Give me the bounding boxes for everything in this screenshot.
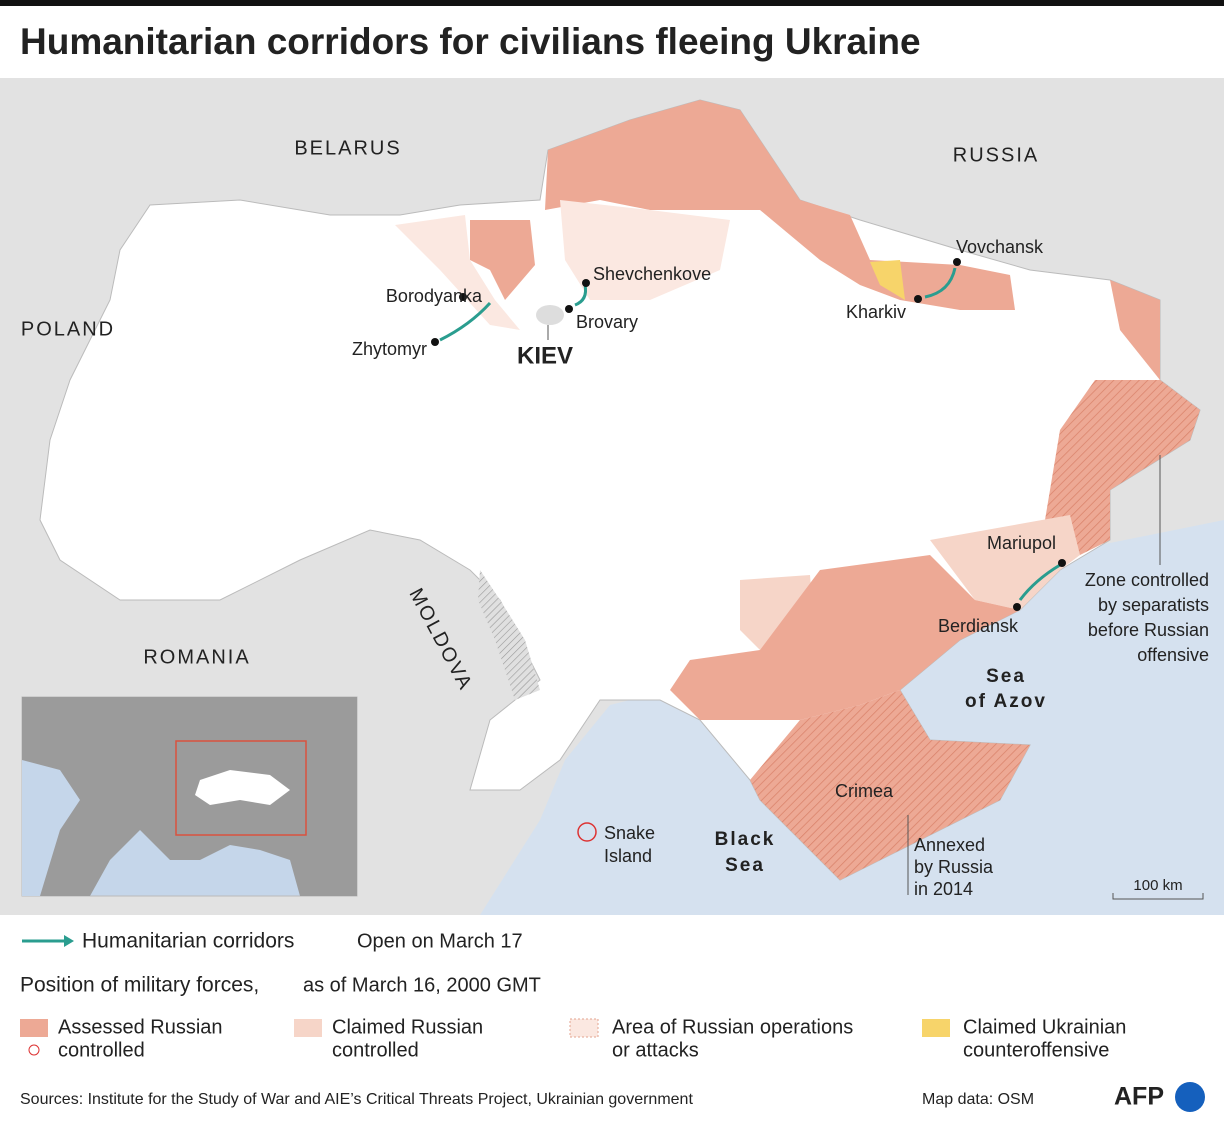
map xyxy=(0,78,1224,915)
sources: Sources: Institute for the Study of War … xyxy=(20,1091,693,1108)
city-label: Zhytomyr xyxy=(352,339,427,359)
transnistria xyxy=(478,570,540,700)
legend-item: controlled xyxy=(332,1039,419,1061)
corridor-arrow xyxy=(574,284,587,307)
city-dot xyxy=(1013,603,1021,611)
city-dot xyxy=(431,338,439,346)
city-label: Brovary xyxy=(576,312,638,332)
annotation: by separatists xyxy=(1098,595,1209,615)
city-label: Borodyanka xyxy=(386,286,483,306)
swatch xyxy=(20,1019,48,1037)
sea-label: of Azov xyxy=(965,691,1047,712)
map-credit: Map data: OSM xyxy=(922,1091,1034,1108)
counteroffensive xyxy=(870,260,905,300)
legend-item: Claimed Ukrainian xyxy=(963,1016,1126,1038)
annotation: Zone controlled xyxy=(1085,570,1209,590)
city-dot xyxy=(582,279,590,287)
city-dot xyxy=(953,258,961,266)
annotation: Annexed xyxy=(914,835,985,855)
swatch-island xyxy=(28,1044,40,1056)
annotation: before Russian xyxy=(1088,620,1209,640)
inset-map xyxy=(21,696,358,897)
city-label: Shevchenkove xyxy=(593,264,711,284)
legend-item: counteroffensive xyxy=(963,1039,1109,1061)
country-label: RUSSIA xyxy=(953,144,1039,166)
legend-item: Assessed Russian xyxy=(58,1016,223,1038)
legend-subheading: as of March 16, 2000 GMT xyxy=(303,974,541,996)
city-label: Vovchansk xyxy=(956,237,1044,257)
kiev-west-controlled xyxy=(470,220,535,300)
annotation: by Russia xyxy=(914,857,994,877)
city-label: Kharkiv xyxy=(846,302,906,322)
inset-frame xyxy=(175,740,307,836)
country-label: POLAND xyxy=(21,318,115,340)
legend-item: Claimed Russian xyxy=(332,1016,483,1038)
swatch xyxy=(569,1018,599,1038)
top-bar xyxy=(0,0,1224,6)
inset-land xyxy=(22,697,357,896)
scale-label: 100 km xyxy=(1133,877,1182,894)
operations-area xyxy=(560,200,730,300)
island-label: Island xyxy=(604,846,652,866)
country-label: ROMANIA xyxy=(143,646,250,668)
separatist-zone xyxy=(1045,380,1200,555)
city-label: Berdiansk xyxy=(938,616,1019,636)
corridor-arrow xyxy=(1018,563,1061,601)
city-dot xyxy=(565,305,573,313)
legend-label: Humanitarian corridors xyxy=(82,930,294,953)
legend-item: or attacks xyxy=(612,1039,699,1061)
corridor-arrow xyxy=(439,301,492,342)
region-label: Crimea xyxy=(835,781,894,801)
legend xyxy=(20,935,1205,1112)
country-label: BELARUS xyxy=(294,137,401,159)
legend-note: Open on March 17 xyxy=(357,930,523,952)
claimed-mariupol xyxy=(930,515,1080,610)
island-label: Snake xyxy=(604,823,655,843)
inset-ukraine xyxy=(195,770,290,805)
south-controlled xyxy=(670,555,1020,720)
city-dot xyxy=(1058,559,1066,567)
crimea xyxy=(750,690,1030,880)
scale-bar xyxy=(1112,893,1204,900)
operations-area-west xyxy=(395,215,520,330)
logo-mark xyxy=(1175,1082,1205,1112)
annotation: offensive xyxy=(1137,645,1209,665)
sea-label: Sea xyxy=(986,666,1026,687)
legend-item: Area of Russian operations xyxy=(612,1016,853,1038)
legend-item: controlled xyxy=(58,1039,145,1061)
annotation: in 2014 xyxy=(914,879,973,899)
swatch xyxy=(294,1019,322,1037)
legend-arrowhead xyxy=(64,935,74,947)
swatch xyxy=(922,1019,950,1037)
logo: AFP xyxy=(1114,1083,1164,1111)
east-controlled xyxy=(1110,280,1160,380)
title: Humanitarian corridors for civilians fle… xyxy=(20,21,921,62)
city-label: Mariupol xyxy=(987,533,1056,553)
kiev-area xyxy=(536,305,564,325)
corridor-arrow xyxy=(924,267,957,299)
legend-heading: Position of military forces, xyxy=(20,974,259,997)
north-controlled xyxy=(545,100,1015,310)
city-dot xyxy=(459,293,467,301)
city-dot xyxy=(914,295,922,303)
island-marker xyxy=(577,822,597,842)
sea-label: Sea xyxy=(725,855,765,876)
inset-sea-west xyxy=(22,760,80,896)
capital-label: KIEV xyxy=(517,342,573,369)
sea-label: Black xyxy=(715,829,776,850)
